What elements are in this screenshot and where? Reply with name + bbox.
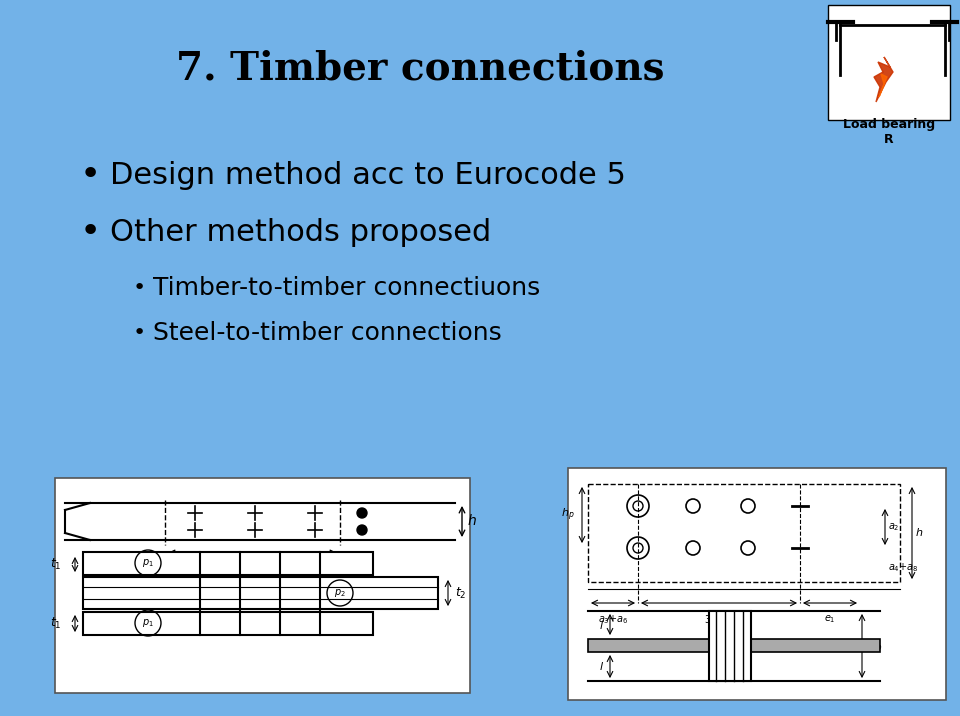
FancyBboxPatch shape <box>83 552 373 575</box>
Text: 7. Timber connections: 7. Timber connections <box>176 49 664 87</box>
FancyBboxPatch shape <box>828 5 950 120</box>
Text: Timber-to-timber connectiuons: Timber-to-timber connectiuons <box>153 276 540 300</box>
Text: $t_1$: $t_1$ <box>50 556 62 571</box>
Text: $t_1$: $t_1$ <box>50 616 62 631</box>
Text: $a_2$: $a_2$ <box>888 521 900 533</box>
Text: $l$: $l$ <box>599 660 605 672</box>
Polygon shape <box>879 74 887 97</box>
Text: h: h <box>916 528 923 538</box>
Text: $l$: $l$ <box>599 619 605 631</box>
Text: $h_p$: $h_p$ <box>562 507 575 523</box>
Text: •: • <box>133 323 146 343</box>
Text: Steel-to-timber connections: Steel-to-timber connections <box>153 321 502 345</box>
Text: •: • <box>80 158 101 192</box>
Text: $p_2$: $p_2$ <box>334 587 346 599</box>
Circle shape <box>357 525 367 535</box>
FancyBboxPatch shape <box>83 612 373 635</box>
Text: $t_2$: $t_2$ <box>455 586 467 601</box>
Text: •: • <box>80 215 101 249</box>
Text: $e_1$: $e_1$ <box>825 613 836 625</box>
Circle shape <box>357 508 367 518</box>
Text: h: h <box>468 514 477 528</box>
FancyBboxPatch shape <box>83 577 438 609</box>
Polygon shape <box>874 57 893 102</box>
Text: $l_f$: $l_f$ <box>247 556 257 574</box>
FancyBboxPatch shape <box>588 639 880 652</box>
Text: $a_3{+}a_6$: $a_3{+}a_6$ <box>598 613 629 626</box>
FancyBboxPatch shape <box>709 611 751 681</box>
Text: Load bearing
R: Load bearing R <box>843 118 935 146</box>
FancyBboxPatch shape <box>568 468 946 700</box>
Text: Other methods proposed: Other methods proposed <box>110 218 492 246</box>
Text: $p_1$: $p_1$ <box>142 617 154 629</box>
Text: $a_4{+}a_8$: $a_4{+}a_8$ <box>888 561 919 574</box>
Text: •: • <box>133 278 146 298</box>
FancyBboxPatch shape <box>55 478 470 693</box>
Text: $\delta_p$: $\delta_p$ <box>868 637 883 654</box>
Text: $3\ x\ a_1$: $3\ x\ a_1$ <box>704 613 734 626</box>
Text: $p_1$: $p_1$ <box>142 557 154 569</box>
Text: Design method acc to Eurocode 5: Design method acc to Eurocode 5 <box>110 160 626 190</box>
